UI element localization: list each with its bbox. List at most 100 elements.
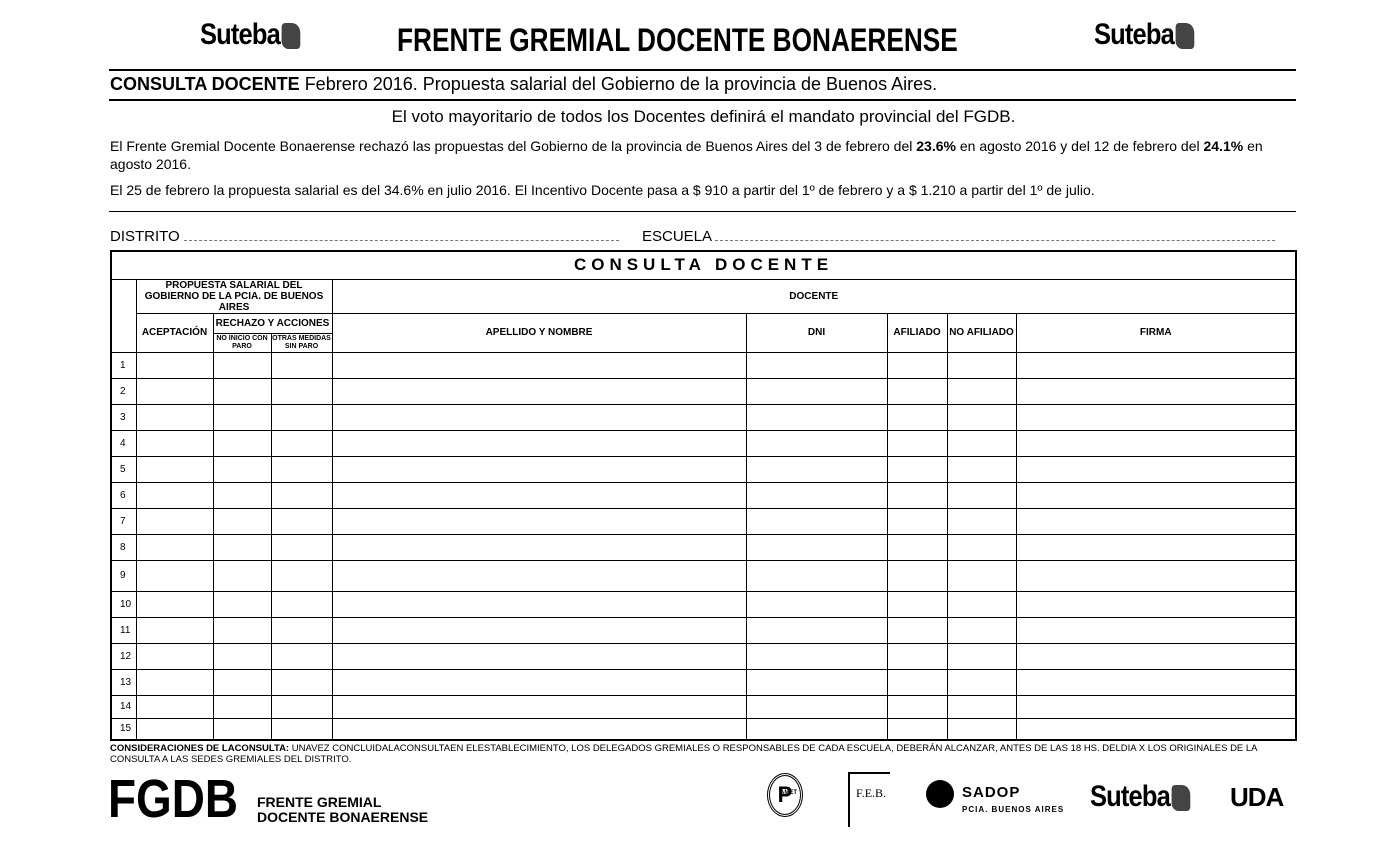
table-cell[interactable] bbox=[135, 559, 214, 592]
table-cell[interactable] bbox=[135, 481, 214, 509]
table-cell[interactable] bbox=[331, 481, 747, 509]
escuela-field[interactable]: ESCUELA bbox=[642, 226, 1276, 245]
table-cell[interactable] bbox=[135, 533, 214, 561]
table-cell[interactable] bbox=[331, 533, 747, 561]
table-cell[interactable] bbox=[745, 694, 888, 719]
table-cell[interactable] bbox=[946, 668, 1017, 696]
table-cell[interactable] bbox=[270, 717, 333, 741]
table-cell[interactable] bbox=[1015, 481, 1297, 509]
table-cell[interactable] bbox=[1015, 533, 1297, 561]
table-cell[interactable] bbox=[212, 717, 272, 741]
table-cell[interactable] bbox=[331, 616, 747, 644]
table-cell[interactable] bbox=[886, 590, 948, 618]
table-cell[interactable] bbox=[135, 590, 214, 618]
table-cell[interactable] bbox=[270, 590, 333, 618]
table-cell[interactable] bbox=[212, 351, 272, 379]
table-cell[interactable] bbox=[331, 559, 747, 592]
table-cell[interactable] bbox=[135, 351, 214, 379]
table-cell[interactable] bbox=[886, 377, 948, 405]
table-cell[interactable] bbox=[135, 377, 214, 405]
table-cell[interactable] bbox=[745, 377, 888, 405]
table-cell[interactable] bbox=[946, 694, 1017, 719]
table-cell[interactable] bbox=[270, 616, 333, 644]
table-cell[interactable] bbox=[135, 642, 214, 670]
table-cell[interactable] bbox=[886, 351, 948, 379]
table-cell[interactable] bbox=[886, 559, 948, 592]
table-cell[interactable] bbox=[331, 377, 747, 405]
table-cell[interactable] bbox=[270, 455, 333, 483]
table-cell[interactable] bbox=[331, 668, 747, 696]
table-cell[interactable] bbox=[331, 403, 747, 431]
table-cell[interactable] bbox=[212, 590, 272, 618]
table-cell[interactable] bbox=[1015, 668, 1297, 696]
table-cell[interactable] bbox=[1015, 403, 1297, 431]
table-cell[interactable] bbox=[886, 616, 948, 644]
table-cell[interactable] bbox=[886, 533, 948, 561]
table-cell[interactable] bbox=[1015, 559, 1297, 592]
table-cell[interactable] bbox=[745, 351, 888, 379]
table-cell[interactable] bbox=[946, 481, 1017, 509]
table-cell[interactable] bbox=[212, 429, 272, 457]
table-cell[interactable] bbox=[946, 377, 1017, 405]
table-cell[interactable] bbox=[331, 590, 747, 618]
table-cell[interactable] bbox=[270, 507, 333, 535]
table-cell[interactable] bbox=[1015, 455, 1297, 483]
table-cell[interactable] bbox=[946, 455, 1017, 483]
table-cell[interactable] bbox=[745, 559, 888, 592]
table-cell[interactable] bbox=[745, 403, 888, 431]
table-cell[interactable] bbox=[745, 507, 888, 535]
table-cell[interactable] bbox=[270, 668, 333, 696]
table-cell[interactable] bbox=[135, 403, 214, 431]
table-cell[interactable] bbox=[886, 507, 948, 535]
table-cell[interactable] bbox=[212, 559, 272, 592]
table-cell[interactable] bbox=[1015, 351, 1297, 379]
table-cell[interactable] bbox=[886, 481, 948, 509]
table-cell[interactable] bbox=[946, 429, 1017, 457]
table-cell[interactable] bbox=[135, 717, 214, 741]
table-cell[interactable] bbox=[212, 616, 272, 644]
table-cell[interactable] bbox=[1015, 429, 1297, 457]
table-cell[interactable] bbox=[212, 481, 272, 509]
table-cell[interactable] bbox=[212, 694, 272, 719]
table-cell[interactable] bbox=[745, 481, 888, 509]
table-cell[interactable] bbox=[946, 507, 1017, 535]
table-cell[interactable] bbox=[946, 533, 1017, 561]
table-cell[interactable] bbox=[212, 377, 272, 405]
table-cell[interactable] bbox=[745, 533, 888, 561]
table-cell[interactable] bbox=[1015, 377, 1297, 405]
table-cell[interactable] bbox=[135, 455, 214, 483]
table-cell[interactable] bbox=[270, 642, 333, 670]
table-cell[interactable] bbox=[1015, 694, 1297, 719]
table-cell[interactable] bbox=[946, 616, 1017, 644]
table-cell[interactable] bbox=[1015, 642, 1297, 670]
table-cell[interactable] bbox=[946, 642, 1017, 670]
table-cell[interactable] bbox=[1015, 717, 1297, 741]
table-cell[interactable] bbox=[331, 455, 747, 483]
table-cell[interactable] bbox=[135, 694, 214, 719]
table-cell[interactable] bbox=[270, 351, 333, 379]
table-cell[interactable] bbox=[745, 429, 888, 457]
table-cell[interactable] bbox=[946, 351, 1017, 379]
distrito-field[interactable]: DISTRITO bbox=[110, 226, 619, 245]
table-cell[interactable] bbox=[745, 642, 888, 670]
table-cell[interactable] bbox=[946, 717, 1017, 741]
table-cell[interactable] bbox=[946, 559, 1017, 592]
table-cell[interactable] bbox=[212, 668, 272, 696]
table-cell[interactable] bbox=[270, 403, 333, 431]
table-cell[interactable] bbox=[886, 642, 948, 670]
table-cell[interactable] bbox=[212, 533, 272, 561]
table-cell[interactable] bbox=[331, 429, 747, 457]
table-cell[interactable] bbox=[135, 429, 214, 457]
table-cell[interactable] bbox=[270, 481, 333, 509]
table-cell[interactable] bbox=[745, 668, 888, 696]
table-cell[interactable] bbox=[1015, 507, 1297, 535]
table-cell[interactable] bbox=[212, 403, 272, 431]
table-cell[interactable] bbox=[331, 351, 747, 379]
table-cell[interactable] bbox=[270, 559, 333, 592]
table-cell[interactable] bbox=[745, 590, 888, 618]
table-cell[interactable] bbox=[270, 429, 333, 457]
table-cell[interactable] bbox=[212, 455, 272, 483]
table-cell[interactable] bbox=[886, 668, 948, 696]
table-cell[interactable] bbox=[331, 642, 747, 670]
table-cell[interactable] bbox=[886, 717, 948, 741]
